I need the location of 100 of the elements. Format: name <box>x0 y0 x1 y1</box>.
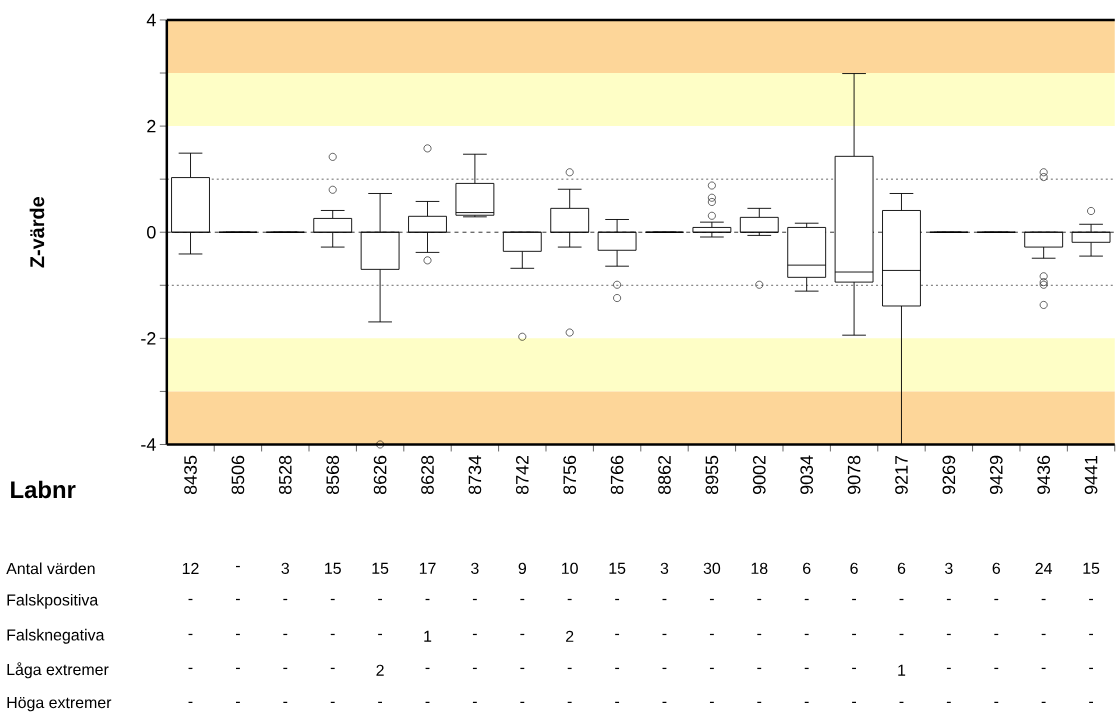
text: - <box>567 667 572 669</box>
text: 15 <box>325 562 341 574</box>
text: - <box>520 598 525 601</box>
text: - <box>188 701 193 703</box>
text: - <box>330 633 335 635</box>
text: - <box>425 598 430 601</box>
text: - <box>188 598 193 601</box>
text: 10 <box>562 562 578 574</box>
x-axis-title: Labnr <box>11 480 76 499</box>
x-tick-label: 8626 <box>373 455 387 494</box>
text: - <box>946 598 951 601</box>
text: - <box>235 701 240 703</box>
text: - <box>946 633 951 635</box>
x-tick-label: 8862 <box>658 455 671 494</box>
text: - <box>425 701 430 703</box>
text: - <box>330 667 335 669</box>
text: - <box>188 667 193 669</box>
x-tick-label: 8756 <box>563 455 577 494</box>
text: 1 <box>898 664 906 676</box>
text: 9 <box>518 562 526 574</box>
text: - <box>899 633 904 635</box>
text: 6 <box>850 562 858 574</box>
text: 3 <box>945 562 953 574</box>
text: - <box>520 633 525 635</box>
text: - <box>615 633 620 635</box>
text: - <box>283 633 288 635</box>
text: 15 <box>372 562 389 574</box>
text: 3 <box>471 562 479 574</box>
text: - <box>283 667 288 669</box>
x-tick-label: 9269 <box>942 455 956 494</box>
text: 2 <box>376 664 384 676</box>
text: Höga extremer <box>7 696 112 712</box>
text: - <box>994 633 999 635</box>
text: - <box>330 701 335 703</box>
text: - <box>235 667 240 669</box>
x-tick-label: 9436 <box>1037 455 1051 494</box>
text: - <box>994 598 999 601</box>
y-tick-label: 4 <box>146 13 156 27</box>
x-tick-label: 8435 <box>184 455 197 494</box>
text: - <box>899 701 904 703</box>
text: Falskpositiva <box>7 593 99 609</box>
y-axis-title: Z-värde <box>29 196 45 268</box>
text: - <box>1041 667 1046 669</box>
text: - <box>235 598 240 601</box>
text: - <box>283 701 288 703</box>
x-tick-label: 8568 <box>326 455 340 494</box>
y-tick-label: 2 <box>147 119 156 133</box>
text: - <box>425 667 430 669</box>
text: - <box>804 667 809 669</box>
text: 6 <box>992 562 1001 574</box>
text: - <box>1041 598 1046 601</box>
x-tick-label: 9217 <box>895 455 908 494</box>
text: - <box>1089 701 1094 703</box>
text: - <box>946 667 951 669</box>
text: 1 <box>424 630 432 642</box>
text: - <box>235 633 240 635</box>
text: - <box>472 701 477 703</box>
text: - <box>615 701 620 703</box>
y-tick-label: -4 <box>141 438 156 451</box>
text: - <box>1089 633 1094 635</box>
text: - <box>615 598 620 601</box>
text: - <box>804 598 809 601</box>
text: - <box>994 701 999 703</box>
text: Antal värden <box>6 562 95 575</box>
x-tick-label: 9429 <box>989 455 1003 494</box>
text: Låga extremer <box>7 662 109 679</box>
text: - <box>567 701 572 703</box>
text: 30 <box>703 562 721 574</box>
text: - <box>472 667 477 669</box>
text: - <box>757 598 762 601</box>
text: 24 <box>1035 562 1053 574</box>
text: - <box>852 633 856 635</box>
text: - <box>615 667 620 669</box>
text: - <box>188 633 193 635</box>
text: - <box>709 598 714 601</box>
text: - <box>1041 633 1046 635</box>
text: - <box>330 598 335 601</box>
text: - <box>662 598 667 601</box>
text: - <box>852 701 856 703</box>
text: 15 <box>609 562 626 574</box>
text: - <box>378 701 383 703</box>
text: - <box>946 701 951 703</box>
text: - <box>709 667 714 669</box>
x-tick-label: 8528 <box>278 455 292 494</box>
y-tick-label: 0 <box>147 225 156 239</box>
y-tick-label: -2 <box>141 332 156 345</box>
x-tick-label: 8734 <box>468 455 482 494</box>
text: 3 <box>660 562 669 574</box>
text: - <box>852 667 856 669</box>
x-tick-label: 9441 <box>1084 455 1098 494</box>
text: - <box>757 701 762 703</box>
text: - <box>662 701 667 703</box>
text: 17 <box>419 562 436 574</box>
text: 12 <box>182 562 199 574</box>
x-tick-label: 9078 <box>847 455 861 494</box>
text: - <box>662 633 667 635</box>
text: - <box>235 565 240 568</box>
text: 3 <box>281 562 290 574</box>
x-tick-label: 8742 <box>515 455 529 494</box>
text: - <box>472 598 477 601</box>
